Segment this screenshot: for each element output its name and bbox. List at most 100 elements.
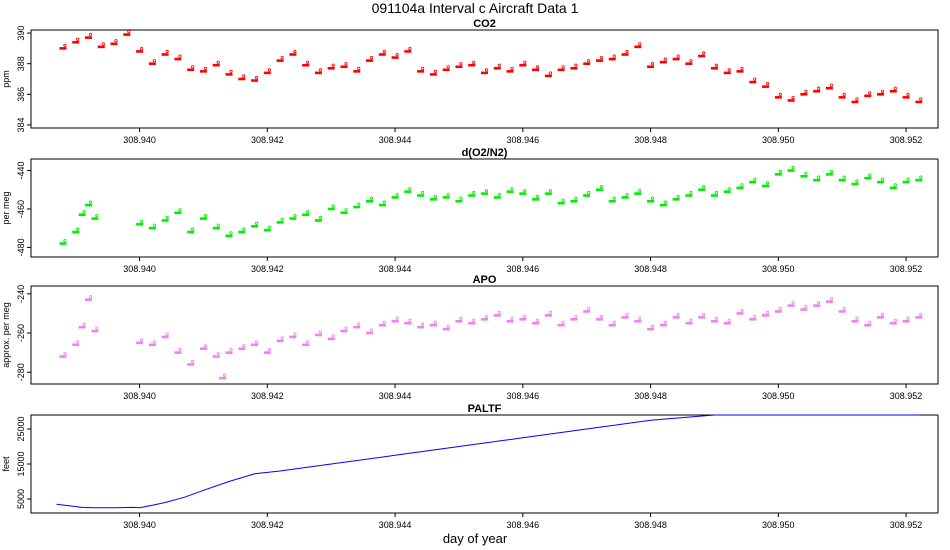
co2-data-point [101,42,105,46]
o2n2-data-point [740,183,744,187]
apo-x-tick-label: 308.948 [634,391,667,401]
co2-x-tick-label: 308.950 [762,135,795,145]
o2n2-data-point [868,173,872,177]
o2n2-data-point [191,227,195,231]
o2n2-data-point [267,225,271,229]
o2n2-data-point [804,171,808,175]
apo-data-point [599,314,604,318]
apo-data-point [868,320,872,324]
apo-data-point [82,322,86,326]
apo-data-point [191,359,195,363]
o2n2-data-point [778,169,782,173]
apo-data-point [753,314,757,318]
apo-data-point [331,334,335,338]
apo-data-point [740,308,744,313]
co2-data-point [331,63,335,67]
apo-data-point [88,295,93,299]
paltf-series-line [56,414,919,509]
co2-data-point [587,59,591,63]
apo-data-point [906,316,910,320]
co2-data-point [229,69,233,74]
co2-data-point [433,69,438,74]
co2-data-point [523,60,527,64]
paltf-x-tick-label: 308.948 [634,520,667,530]
o2n2-data-point [893,183,897,187]
o2n2-data-point [855,179,859,183]
o2n2-data-point [663,200,667,204]
co2-data-point [740,66,744,70]
apo-data-point [165,332,169,336]
apo-x-tick-label: 308.950 [762,391,795,401]
paltf-y-tick-label: 5000 [16,489,26,509]
co2-data-point [510,66,514,70]
o2n2-data-point [216,223,220,227]
apo-data-point [880,312,885,316]
apo-data-point [548,310,552,314]
co2-data-point [599,56,604,60]
apo-data-point [369,328,374,332]
apo-data-point [791,300,795,305]
o2n2-data-point [357,202,361,206]
o2n2-x-tick-label: 308.942 [251,264,284,274]
apo-data-point [612,320,616,324]
apo-data-point [561,320,565,324]
o2n2-data-point [842,175,846,179]
apo-y-tick-label: -260 [16,324,26,342]
o2n2-data-point [165,215,169,220]
apo-data-point [804,304,808,309]
o2n2-data-point [574,196,578,200]
co2-data-point [114,39,118,43]
co2-data-point [842,92,846,96]
apo-x-tick-label: 308.952 [890,391,923,401]
apo-data-point [254,340,259,344]
o2n2-data-point [280,217,284,222]
o2n2-data-point [306,210,310,214]
apo-y-tick-label: -240 [16,285,26,303]
co2-data-point [152,59,156,63]
o2n2-data-point [906,177,910,181]
apo-data-point [625,312,629,316]
apo-data-point [587,306,591,311]
co2-data-point [267,68,271,72]
co2-data-point [63,43,67,47]
o2n2-data-point [535,194,540,198]
apo-data-point [178,348,182,352]
co2-y-tick-label: 388 [16,56,26,71]
apo-panel-title: APO [473,274,497,286]
o2n2-data-point [714,190,719,195]
apo-data-point [638,316,642,320]
o2n2-data-point [152,223,156,227]
apo-data-point [650,324,655,328]
apo-data-point [63,351,67,356]
co2-y-axis-label: ppm [1,70,11,88]
co2-data-point [778,92,782,96]
apo-data-point [223,373,227,377]
co2-data-point [242,74,246,78]
co2-data-point [203,66,208,70]
o2n2-data-point [395,192,399,197]
o2n2-data-point [76,227,80,231]
co2-data-point [561,65,565,69]
co2-x-tick-label: 308.944 [379,135,412,145]
co2-y-tick-label: 384 [16,117,26,132]
o2n2-data-point [638,188,642,193]
co2-data-point [880,89,885,93]
apo-data-point [817,300,821,305]
apo-data-point [433,320,438,324]
co2-data-point [919,97,923,101]
o2n2-data-point [510,187,514,191]
co2-y-tick-label: 390 [16,26,26,41]
o2n2-x-tick-label: 308.948 [634,264,667,274]
paltf-plot-frame [30,414,939,514]
o2n2-data-point [95,213,99,218]
o2n2-data-point [344,208,348,212]
o2n2-data-point [242,227,246,231]
o2n2-data-point [408,187,412,191]
co2-data-point [382,49,386,54]
paltf-x-tick-label: 308.950 [762,520,795,530]
co2-data-point [817,86,821,90]
o2n2-data-point [587,190,591,195]
o2n2-data-point [880,177,885,181]
o2n2-data-point [753,177,757,181]
